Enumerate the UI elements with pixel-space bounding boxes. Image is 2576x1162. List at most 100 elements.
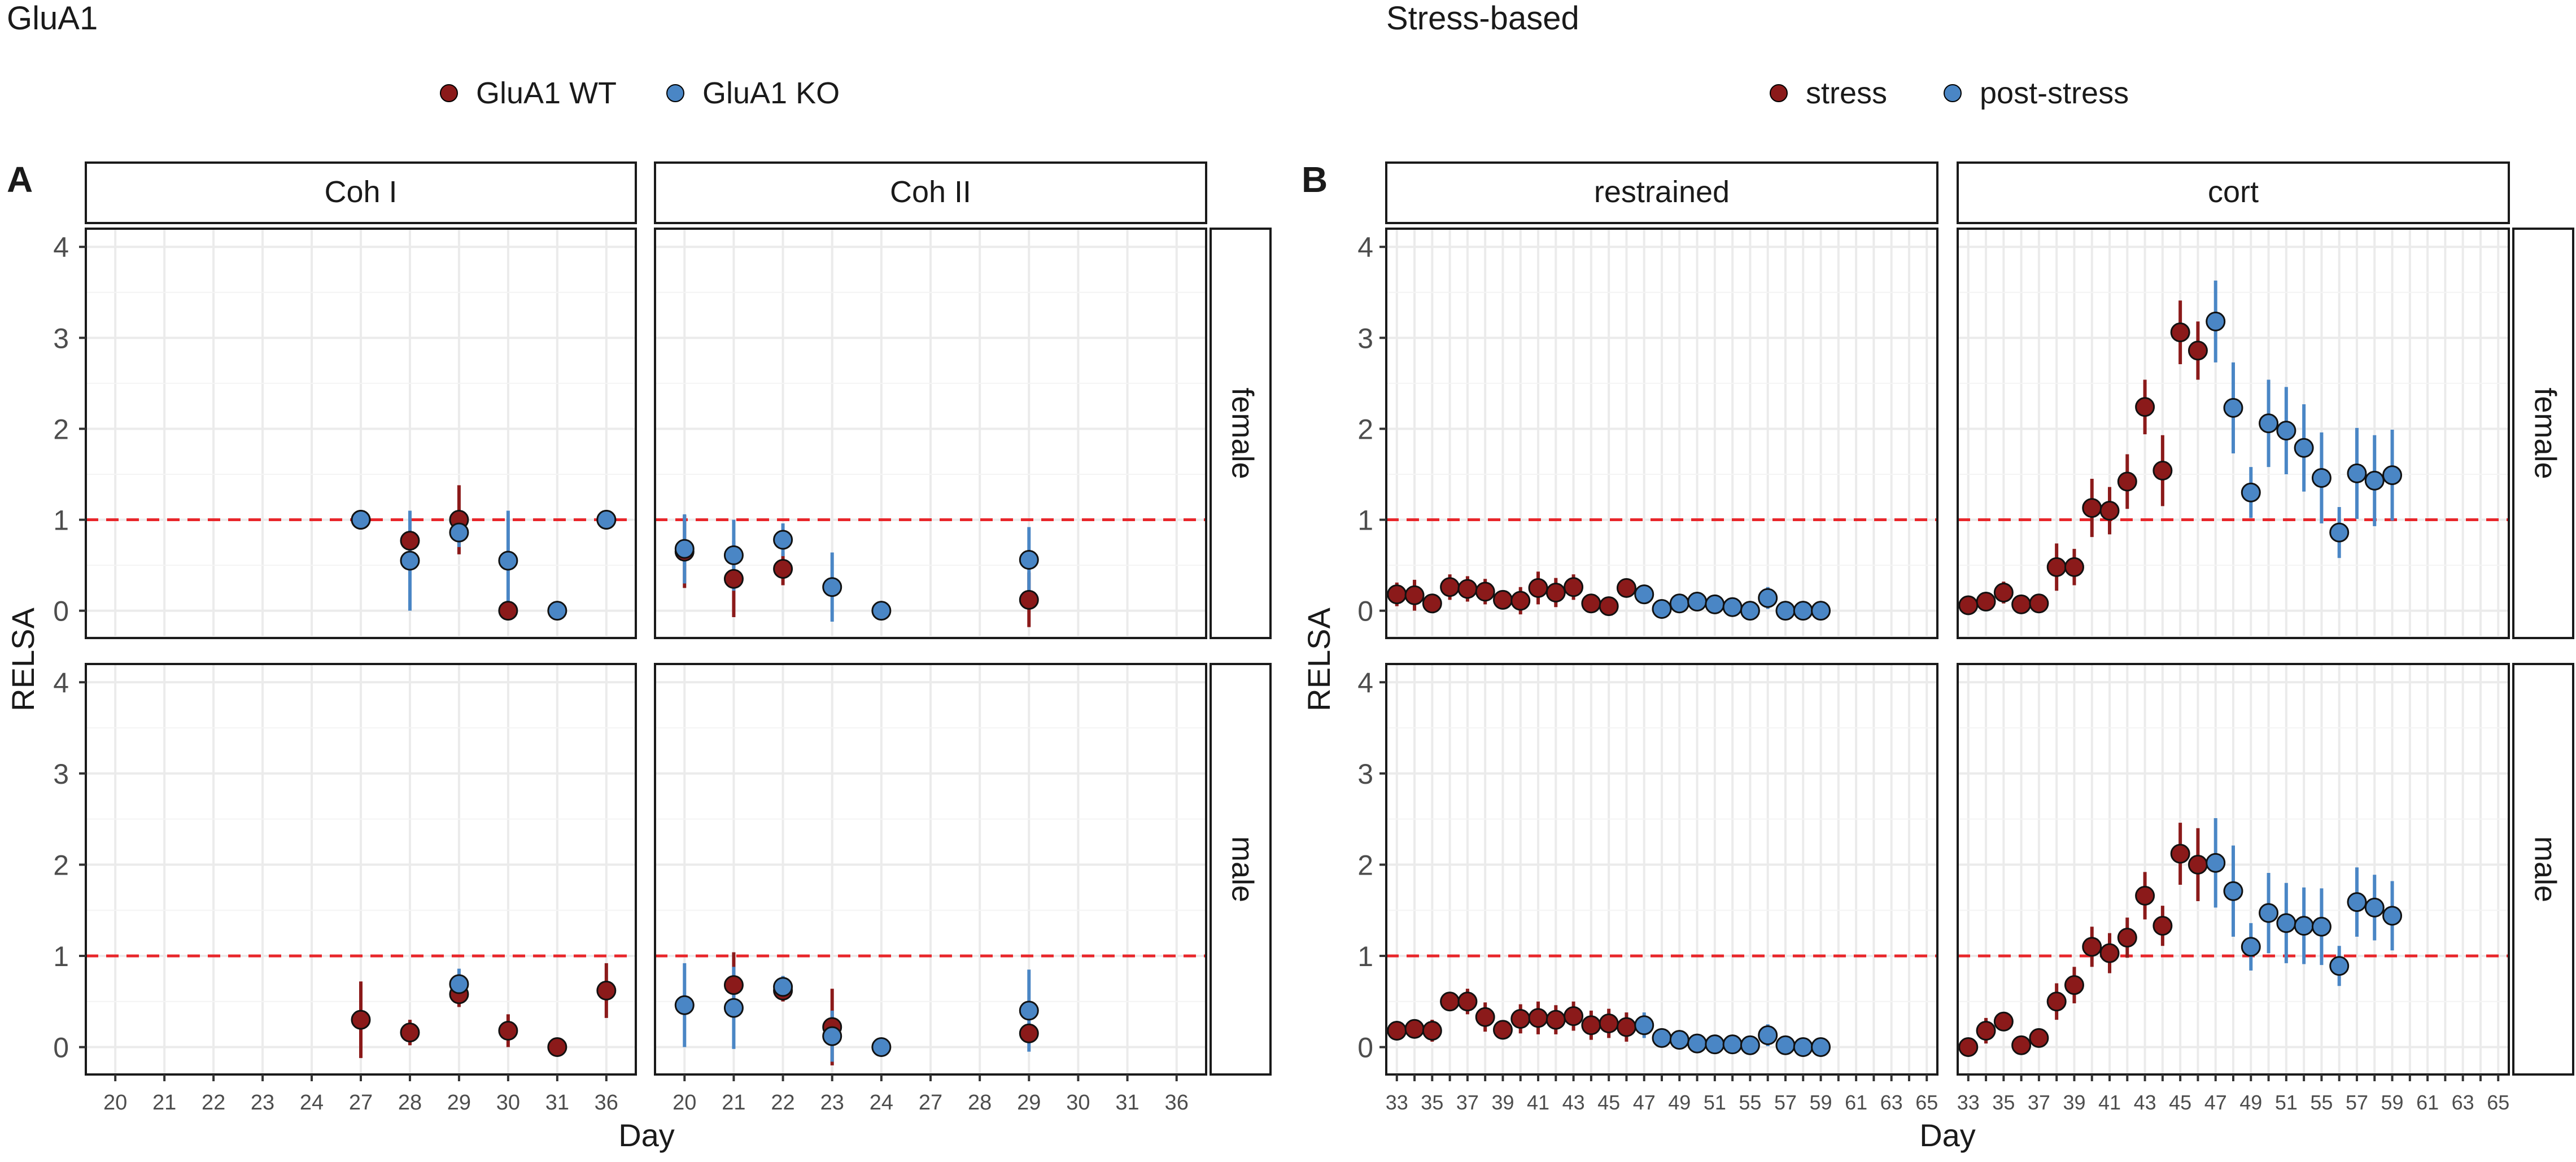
x-tick-label: 31 <box>1115 1091 1139 1115</box>
row-strip-label: female <box>2529 387 2562 479</box>
y-tick-label: 3 <box>1357 758 1373 790</box>
data-point <box>674 995 695 1015</box>
data-point <box>1758 588 1778 608</box>
data-point <box>1793 601 1813 621</box>
data-point <box>2117 928 2137 948</box>
x-tick-label: 23 <box>251 1091 274 1115</box>
x-tick-label: 43 <box>1562 1091 1585 1114</box>
data-point <box>1019 549 1039 570</box>
data-point <box>1993 582 2014 602</box>
x-tick-label: 43 <box>2134 1091 2156 1114</box>
x-tick-label: 27 <box>919 1091 942 1115</box>
data-point <box>2188 854 2208 875</box>
legend-marker-glua1-wt <box>440 84 458 102</box>
x-tick-label: 23 <box>820 1091 844 1115</box>
data-point <box>2382 465 2403 486</box>
chart-title: Stress-based <box>1386 0 1579 37</box>
x-tick-label: 27 <box>349 1091 373 1115</box>
data-point <box>1387 1020 1407 1041</box>
data-point <box>1811 601 1831 621</box>
data-point <box>1669 593 1689 614</box>
data-point <box>1457 579 1478 599</box>
column-strip <box>654 161 1207 224</box>
data-point <box>1019 589 1039 610</box>
row-strip <box>2512 228 2574 639</box>
x-tick-label: 36 <box>595 1091 618 1115</box>
y-tick-label: 4 <box>53 231 69 263</box>
data-point <box>547 601 567 621</box>
x-tick-label: 45 <box>1597 1091 1620 1114</box>
y-tick-label: 0 <box>53 596 69 627</box>
y-tick-label: 2 <box>1357 849 1373 881</box>
data-point <box>2276 913 2296 933</box>
x-tick-label: 57 <box>1774 1091 1797 1114</box>
data-point <box>498 551 518 571</box>
data-point <box>1775 1035 1796 1055</box>
data-point <box>1687 592 1708 612</box>
x-tick-label: 29 <box>447 1091 471 1115</box>
row-strip <box>1210 663 1272 1076</box>
y-tick-label: 1 <box>53 505 69 536</box>
y-tick-label: 2 <box>53 413 69 445</box>
data-point <box>2241 482 2261 503</box>
data-point <box>2382 906 2403 926</box>
data-point <box>1422 1020 1442 1041</box>
y-tick-label: 0 <box>53 1032 69 1064</box>
data-point <box>723 975 744 995</box>
data-point <box>1545 582 1566 602</box>
data-point <box>498 601 518 621</box>
data-point <box>1581 1015 1601 1036</box>
x-tick-label: 36 <box>1165 1091 1189 1115</box>
data-point <box>400 1023 420 1043</box>
panel-tag: A <box>7 159 33 200</box>
data-point <box>1599 596 1619 617</box>
data-point <box>2029 1028 2049 1048</box>
x-tick-label: 35 <box>1992 1091 2015 1114</box>
x-tick-label: 28 <box>398 1091 422 1115</box>
data-point <box>2276 421 2296 441</box>
data-point <box>1528 1008 1548 1028</box>
panel-frame <box>654 228 1207 639</box>
y-tick-label: 1 <box>53 941 69 972</box>
x-tick-label: 31 <box>545 1091 569 1115</box>
data-point <box>2259 903 2279 923</box>
data-point <box>2294 916 2314 936</box>
data-point <box>2311 468 2332 488</box>
y-tick-label: 3 <box>53 322 69 354</box>
column-strip-label: Coh I <box>324 175 397 209</box>
data-point <box>2099 500 2120 521</box>
data-point <box>1652 1028 1672 1048</box>
data-point <box>723 569 744 589</box>
legend-marker-glua1-ko <box>666 84 684 102</box>
panel-frame <box>1957 228 2510 639</box>
x-tick-label: 55 <box>2310 1091 2333 1114</box>
legend-label: stress <box>1806 76 1887 110</box>
x-tick-label: 21 <box>722 1091 745 1115</box>
data-point <box>2011 1035 2032 1055</box>
data-point <box>1528 578 1548 598</box>
x-tick-label: 59 <box>1810 1091 1832 1114</box>
row-strip-label: male <box>2529 836 2562 902</box>
data-point <box>1387 584 1407 605</box>
data-point <box>2099 943 2120 963</box>
data-point <box>2082 498 2102 518</box>
data-point <box>2188 340 2208 361</box>
data-point <box>2364 897 2385 918</box>
x-tick-label: 39 <box>1491 1091 1514 1114</box>
data-point <box>2364 470 2385 491</box>
x-tick-label: 24 <box>870 1091 893 1115</box>
frame-layer <box>79 161 2574 1081</box>
data-point <box>400 531 420 551</box>
data-point <box>1634 584 1654 605</box>
data-point <box>1775 601 1796 621</box>
data-point <box>1564 1006 1584 1026</box>
data-point <box>2011 594 2032 614</box>
data-point <box>822 577 842 597</box>
data-point <box>1545 1010 1566 1030</box>
x-tick-label: 37 <box>1456 1091 1479 1114</box>
data-point <box>1669 1030 1689 1050</box>
data-point <box>2206 311 2226 331</box>
data-point <box>1616 578 1636 598</box>
data-point <box>2241 937 2261 957</box>
data-point <box>1492 1020 1513 1040</box>
